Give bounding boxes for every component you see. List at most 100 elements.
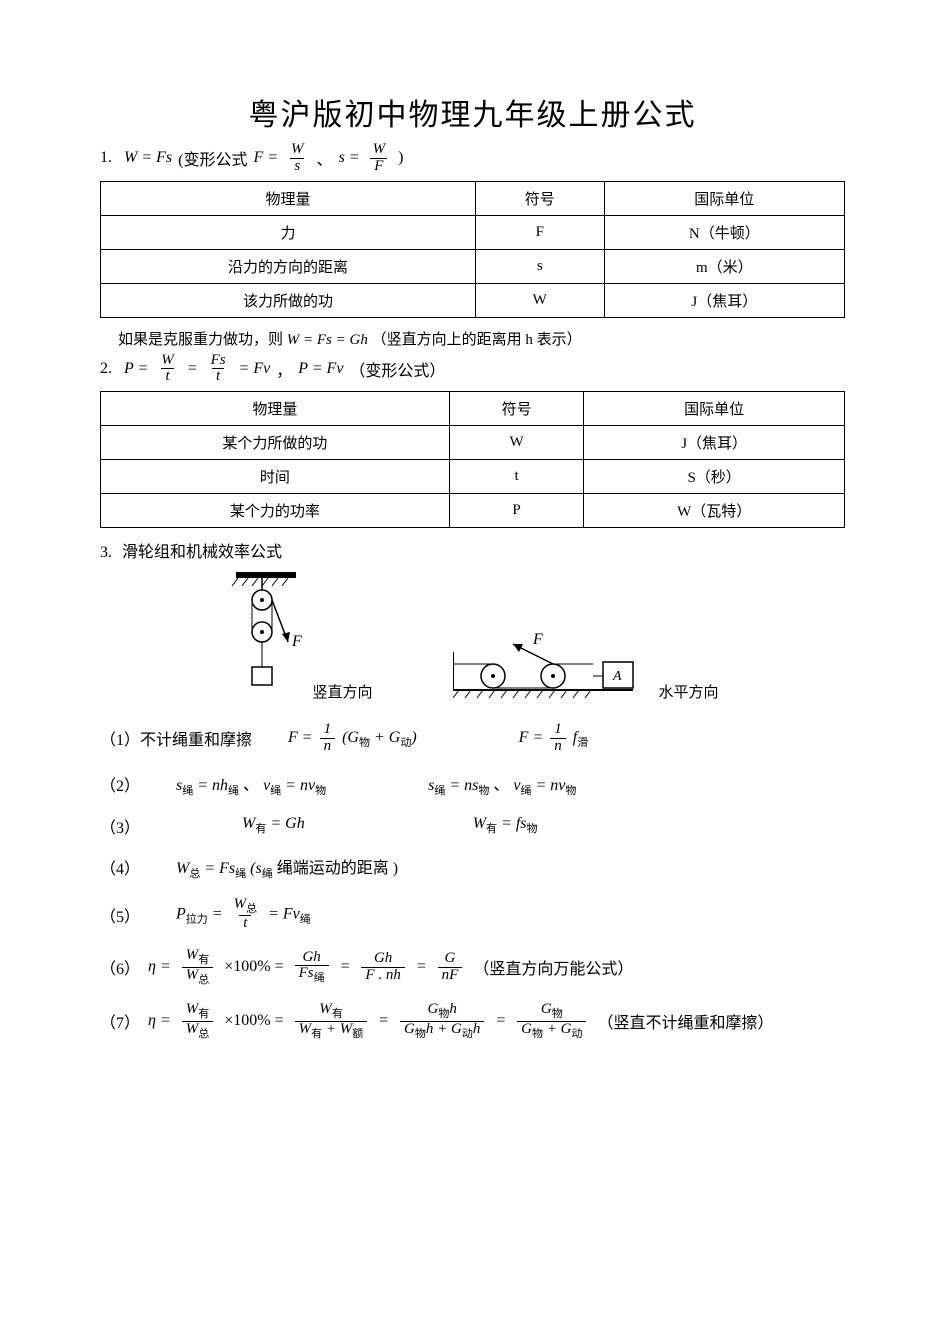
sub: 物 [527,823,538,835]
sub: 拉力 [186,913,208,925]
text: = fs [497,815,526,832]
section3-item3: （3） W有 = Gh W有 = fs物 [100,814,845,838]
text: W [186,967,199,983]
section1-sep: 、 [317,146,333,170]
section2-formula: 2. P = W t = Fs t = Fv ， P = Fv （变形公式） [100,353,845,386]
text: Fs [299,965,314,981]
sub: 动 [400,737,411,749]
table-cell: m（米） [604,249,844,283]
table-row: 时间 t S（秒） [101,460,845,494]
sub: 绳 [434,785,445,797]
section3-title: 滑轮组和机械效率公式 [122,544,282,561]
svg-text:A: A [612,669,622,684]
table-cell: 力 [101,215,476,249]
note-formula: W = Fs = Gh [287,332,368,348]
text: η = [148,1012,171,1030]
table-header-row: 物理量 符号 国际单位 [101,392,845,426]
frac-bot: s [290,158,304,175]
text: W [319,1001,332,1017]
frac: G物 G物 + G动 [517,1002,586,1040]
note-prefix: 如果是克服重力做功，则 [118,332,283,348]
section1-var1-left: F = [253,149,278,167]
frac-bot: t [161,368,173,385]
pulley-horizontal-icon: A F [453,632,653,702]
section3-item4: （4） W总 = Fs绳 (s绳 绳端运动的距离 ) [100,854,845,881]
frac-top: W有 [315,1002,347,1021]
sub: 物 [315,785,326,797]
item2-label: （2） [100,772,140,796]
frac-top: G物 [537,1002,567,1021]
frac-top: G物h [424,1002,461,1021]
vertical-pulley-diagram: F 竖直方向 [226,572,372,702]
frac-bot: n [550,738,566,755]
text: W [242,815,255,832]
table-row: 该力所做的功 W J（焦耳） [101,283,845,317]
frac: W总 t [230,897,262,932]
item2-left: s绳 = nh绳 、 v绳 = nv物 [176,771,326,798]
table-cell: F [475,215,604,249]
section1-var2-left: s = [339,149,360,167]
item4-label: （4） [100,855,140,879]
sub: 物 [478,785,489,797]
table-header: 国际单位 [604,181,844,215]
diagram-row: F 竖直方向 [100,572,845,702]
table-cell: 某个力的功率 [101,494,450,528]
frac-top: Gh [298,950,324,966]
table-row: 某个力所做的功 W J（焦耳） [101,426,845,460]
frac-top: Fs [207,353,230,369]
frac: G nF [438,951,463,984]
table-header: 符号 [449,392,583,426]
text: ) [411,729,416,746]
svg-text:F: F [291,633,302,650]
table-header-row: 物理量 符号 国际单位 [101,181,845,215]
text: η = [148,958,171,976]
text: 绳端运动的距离 ) [273,860,398,877]
sub: 总 [198,974,209,986]
sub: 有 [486,823,497,835]
text: W [186,1021,199,1037]
diagram2-caption: 水平方向 [659,681,719,702]
text: = [340,958,351,976]
frac-top: 1 [550,722,566,738]
item1-right: F = 1 n f滑 [519,722,589,755]
text: = Gh [266,815,304,832]
table-cell: W [475,283,604,317]
item7-note: （竖直不计绳重和摩擦） [597,1009,773,1033]
frac: W有 W有 + W额 [295,1002,368,1040]
section3-num: 3. [100,544,112,561]
frac-top: G [441,951,460,967]
svg-text:F: F [532,632,543,648]
note-suffix: （竖直方向上的距离用 h 表示） [372,332,582,348]
table-cell: J（焦耳） [604,283,844,317]
frac-bot: Fs绳 [295,965,329,985]
text: ×100% = [224,1012,283,1030]
text: F = [288,729,313,746]
text: 、 [243,777,259,794]
sub: 绳 [314,972,325,984]
sub: 总 [246,903,257,915]
text: h [473,1021,481,1037]
frac-bot: G物h + G动h [400,1021,484,1041]
frac: G物h G物h + G动h [400,1002,484,1040]
text: + G [543,1021,571,1037]
sub: 滑 [577,737,588,749]
frac-bot: t [239,915,251,932]
table-header: 物理量 [101,181,476,215]
text: + W [322,1021,352,1037]
section1-note: 如果是克服重力做功，则 W = Fs = Gh （竖直方向上的距离用 h 表示） [118,328,845,349]
frac-bot: nF [438,967,463,984]
section2-variant: （变形公式） [349,357,445,381]
text: = [416,958,427,976]
frac-bot: t [212,368,224,385]
pulley-vertical-icon: F [226,572,306,702]
table-cell: 该力所做的功 [101,283,476,317]
section3-item1: （1）不计绳重和摩擦 F = 1 n (G物 + G动) F = 1 n f滑 [100,722,845,755]
text: = nv [531,777,565,794]
sub: 绳 [270,785,281,797]
sub: 绳 [300,913,311,925]
item7-label: （7） [100,1009,140,1033]
frac: 1 n [550,722,566,755]
text: = [208,905,223,922]
table-cell: W [449,426,583,460]
section3-item2: （2） s绳 = nh绳 、 v绳 = nv物 s绳 = ns物 、 v绳 = … [100,771,845,798]
